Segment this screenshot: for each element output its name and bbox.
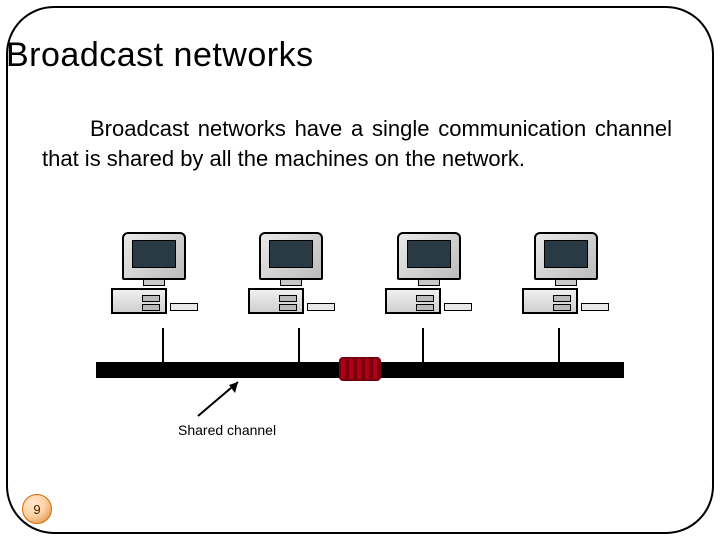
keyboard-icon	[307, 303, 335, 311]
computer-icon	[245, 232, 337, 328]
tower-icon	[522, 288, 578, 314]
monitor-stand	[143, 280, 165, 286]
drop-line	[298, 328, 300, 364]
monitor-icon	[122, 232, 186, 280]
slide: Broadcast networks Broadcast networks ha…	[0, 0, 720, 540]
monitor-stand	[555, 280, 577, 286]
drop-line	[558, 328, 560, 364]
monitor-icon	[534, 232, 598, 280]
monitor-stand	[280, 280, 302, 286]
computer-row	[100, 232, 620, 332]
base-row	[248, 288, 335, 314]
keyboard-icon	[170, 303, 198, 311]
drop-line	[162, 328, 164, 364]
arrow-icon	[190, 378, 250, 418]
body-paragraph: Broadcast networks have a single communi…	[42, 114, 672, 173]
computer-icon	[383, 232, 475, 328]
keyboard-icon	[581, 303, 609, 311]
tower-icon	[248, 288, 304, 314]
tower-icon	[111, 288, 167, 314]
monitor-stand	[418, 280, 440, 286]
computer-icon	[520, 232, 612, 328]
monitor-icon	[259, 232, 323, 280]
tower-icon	[385, 288, 441, 314]
network-diagram: Shared channel	[100, 232, 620, 432]
page-number: 9	[33, 502, 40, 517]
base-row	[522, 288, 609, 314]
keyboard-icon	[444, 303, 472, 311]
hub-icon	[339, 357, 381, 381]
monitor-icon	[397, 232, 461, 280]
slide-title: Broadcast networks	[6, 36, 314, 75]
base-row	[385, 288, 472, 314]
page-number-badge: 9	[22, 494, 52, 524]
computer-icon	[108, 232, 200, 328]
diagram-caption: Shared channel	[178, 422, 276, 438]
base-row	[111, 288, 198, 314]
drop-line	[422, 328, 424, 364]
